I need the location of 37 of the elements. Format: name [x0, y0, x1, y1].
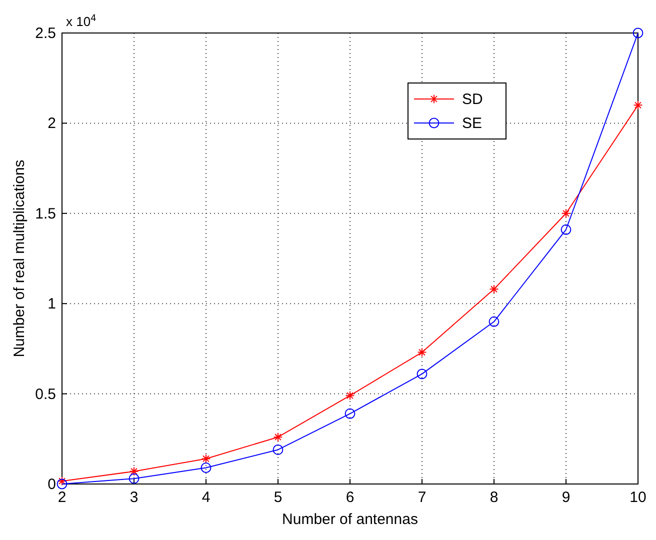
point: [345, 390, 355, 400]
legend-label: SD: [462, 91, 484, 108]
point: [128, 473, 140, 484]
x-tick-label: 6: [346, 489, 354, 506]
x-tick-label: 7: [418, 489, 426, 506]
point: [632, 28, 644, 38]
point: [633, 100, 643, 110]
point: [201, 454, 211, 464]
y-tick-label: 0: [48, 476, 56, 493]
point: [57, 476, 67, 486]
x-tick-label: 5: [274, 489, 282, 506]
point: [344, 408, 356, 419]
x-axis-title: Number of antennas: [282, 511, 418, 528]
y-axis-title: Number of real multiplications: [11, 160, 28, 358]
y-tick-label: 1.5: [35, 205, 56, 222]
point: [416, 368, 428, 380]
y-tick-label: 2.5: [35, 25, 56, 42]
x-tick-label: 3: [130, 489, 138, 506]
x-tick-label: 8: [490, 489, 498, 506]
point: [489, 284, 499, 294]
y-tick-label: 2: [48, 115, 56, 132]
y-tick-label: 1: [48, 296, 56, 313]
point: [273, 432, 283, 442]
point: [417, 348, 427, 357]
legend-label: SE: [462, 115, 482, 132]
point: [200, 462, 212, 473]
point: [488, 316, 500, 327]
y-tick-label: 0.5: [35, 386, 56, 403]
point: [272, 444, 284, 455]
text: x 10$^{4}$: [66, 12, 97, 29]
x-tick-label: 4: [202, 489, 210, 506]
point: [560, 224, 572, 235]
x-tick-label: 9: [562, 489, 570, 506]
point: [129, 466, 139, 476]
point: [56, 478, 68, 490]
x-tick-label: 10: [630, 489, 646, 506]
point: [561, 208, 571, 218]
